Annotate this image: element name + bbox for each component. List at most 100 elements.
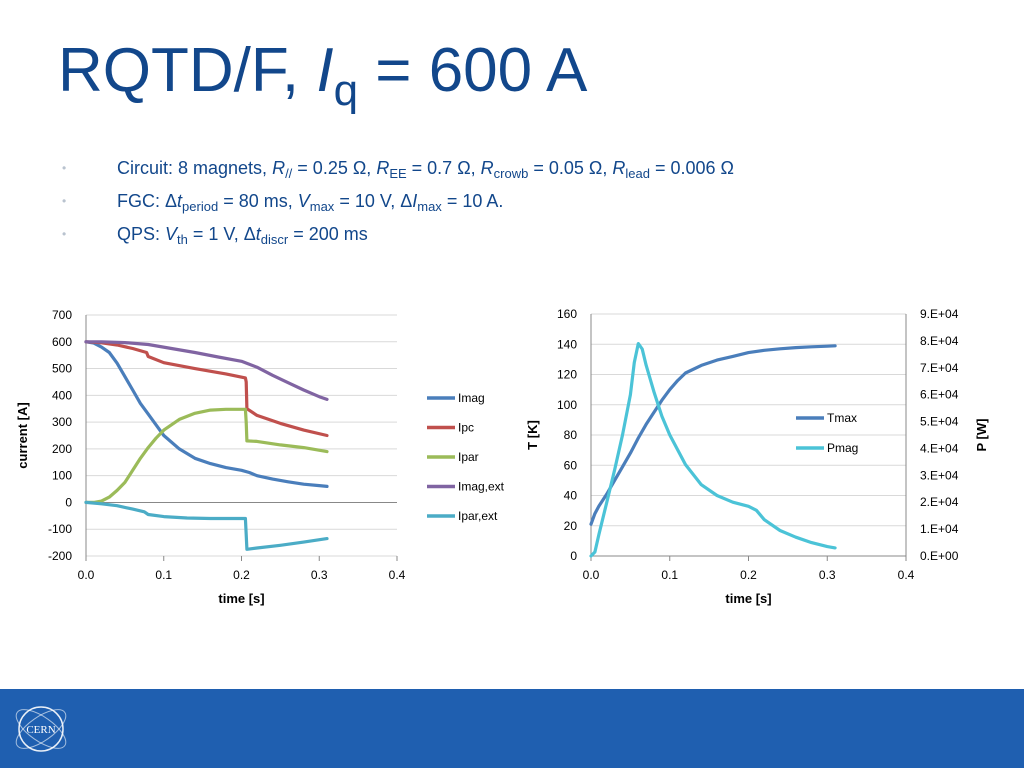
bullet-circuit: • Circuit: 8 magnets, R// = 0.25 Ω, REE … (62, 152, 962, 185)
x-axis-title: time [s] (725, 591, 771, 606)
x-tick-label: 0.0 (78, 568, 95, 582)
bullet-dot: • (62, 161, 67, 175)
legend-label: Imag,ext (458, 480, 505, 494)
slide-title: RQTD/F, Iq = 600 A (58, 40, 587, 113)
bullet-dot: • (62, 227, 67, 241)
y-tick-label: -200 (48, 549, 72, 563)
y-tick-label: 100 (557, 398, 577, 412)
y2-axis-title: P [W] (974, 419, 989, 452)
bullet-run: Circuit: 8 magnets, (117, 158, 273, 178)
y2-tick-label: 3.E+04 (920, 468, 959, 482)
bullet-subscript: lead (625, 166, 650, 181)
bullet-run: FGC: Δ (117, 191, 178, 211)
series-line-ipc (84, 340, 329, 438)
x-tick-label: 0.3 (819, 568, 836, 582)
title-main: RQTD/F, (58, 36, 317, 105)
bullet-text: Circuit: 8 magnets, R// = 0.25 Ω, REE = … (117, 152, 734, 186)
bullet-subscript: th (177, 232, 188, 247)
x-tick-label: 0.3 (311, 568, 328, 582)
bullet-run: = 0.25 Ω, (292, 158, 377, 178)
bullet-list: • Circuit: 8 magnets, R// = 0.25 Ω, REE … (62, 152, 962, 251)
y-tick-label: 100 (52, 469, 72, 483)
y2-tick-label: 6.E+04 (920, 388, 959, 402)
y-tick-label: -100 (48, 522, 72, 536)
x-tick-label: 0.1 (661, 568, 678, 582)
y-tick-label: 0 (570, 549, 577, 563)
temperature-power-chart: 0 20 40 60 80 100 120 140 160 0.E+00 1.E+04 2.E+04 3… (525, 307, 989, 606)
footer-bar (0, 689, 1024, 768)
y2-tick-label: 7.E+04 (920, 361, 959, 375)
y-tick-label: 40 (564, 489, 578, 503)
legend-label: Pmag (827, 441, 858, 455)
y2-tick-label: 1.E+04 (920, 522, 959, 536)
y2-tick-label: 4.E+04 (920, 441, 959, 455)
x-tick-label: 0.4 (898, 568, 915, 582)
x-tick-label: 0.4 (389, 568, 406, 582)
y-axis-title: T [K] (525, 420, 540, 450)
y2-tick-label: 9.E+04 (920, 307, 959, 321)
bullet-dot: • (62, 194, 67, 208)
bullet-run: = 1 V, Δ (187, 224, 256, 244)
legend-label: Imag (458, 391, 485, 405)
series-line-imag-ext (84, 340, 329, 401)
bullet-subscript: discr (260, 232, 289, 247)
x-tick-label: 0.0 (583, 568, 600, 582)
bullet-text: FGC: Δtperiod = 80 ms, Vmax = 10 V, ΔIma… (117, 185, 503, 219)
bullet-subscript: max (417, 199, 442, 214)
bullet-run: = 80 ms, (218, 191, 298, 211)
y2-tick-label: 2.E+04 (920, 495, 959, 509)
current-chart: -200 -100 0 100 200 300 400 500 600 700 0.0 0.1 0.2 0… (15, 308, 505, 606)
series-line-ipar-ext (84, 500, 329, 551)
x-tick-label: 0.2 (233, 568, 250, 582)
y-axis-title: current [A] (15, 402, 30, 468)
series-line-imag (84, 340, 329, 488)
bullet-symbol: t (177, 191, 183, 211)
title-variable: I (316, 36, 334, 105)
series-line-ipar (84, 407, 329, 504)
y-tick-label: 700 (52, 308, 72, 322)
svg-text:CERN: CERN (26, 724, 55, 736)
y2-tick-label: 5.E+04 (920, 415, 959, 429)
x-tick-label: 0.1 (155, 568, 172, 582)
series-line-pmag (589, 342, 837, 558)
bullet-subscript: max (309, 199, 335, 214)
y-tick-label: 80 (564, 428, 578, 442)
y-tick-label: 200 (52, 442, 72, 456)
y-tick-label: 600 (52, 335, 72, 349)
y-tick-label: 160 (557, 307, 577, 321)
legend-label: Ipar,ext (458, 509, 498, 523)
bullet-subscript: period (182, 199, 219, 214)
bullet-subscript: // (285, 166, 293, 181)
bullet-symbol: R (480, 158, 494, 178)
title-value: = 600 A (358, 36, 588, 105)
cern-logo: CERN (15, 706, 67, 752)
bullet-fgc: • FGC: Δtperiod = 80 ms, Vmax = 10 V, ΔI… (62, 185, 962, 218)
x-tick-label: 0.2 (740, 568, 757, 582)
bullet-symbol: R (272, 158, 286, 178)
y-tick-label: 140 (557, 337, 577, 351)
y2-tick-label: 8.E+04 (920, 334, 959, 348)
bullet-run: = 0.05 Ω, (528, 158, 613, 178)
bullet-run: = 0.7 Ω, (406, 158, 481, 178)
legend-label: Tmax (827, 411, 857, 425)
y2-tick-label: 0.E+00 (920, 549, 959, 563)
bullet-symbol: I (412, 191, 418, 211)
bullet-run: = 0.006 Ω (649, 158, 734, 178)
bullet-run: QPS: (117, 224, 166, 244)
y-tick-label: 500 (52, 362, 72, 376)
x-axis-title: time [s] (218, 591, 264, 606)
bullet-text: QPS: Vth = 1 V, Δtdiscr = 200 ms (117, 218, 368, 252)
bullet-symbol: V (165, 224, 178, 244)
legend-label: Ipar (458, 450, 479, 464)
y-tick-label: 60 (564, 458, 578, 472)
y-tick-label: 0 (65, 495, 72, 509)
bullet-run: = 200 ms (288, 224, 368, 244)
bullet-symbol: t (255, 224, 261, 244)
bullet-subscript: EE (389, 166, 407, 181)
y-tick-label: 120 (557, 368, 577, 382)
bullet-symbol: R (376, 158, 390, 178)
bullet-subscript: crowb (493, 166, 529, 181)
bullet-qps: • QPS: Vth = 1 V, Δtdiscr = 200 ms (62, 218, 962, 251)
y-tick-label: 20 (564, 519, 578, 533)
title-subscript: q (333, 66, 359, 115)
